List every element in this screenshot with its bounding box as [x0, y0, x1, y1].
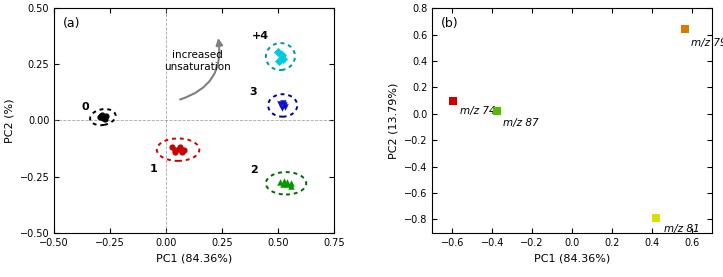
Point [275, 101, 286, 106]
Text: m/z 74: m/z 74 [460, 106, 496, 116]
Point [97, 113, 108, 117]
Point [680, 27, 691, 31]
Point [277, 57, 288, 61]
Point [275, 106, 287, 110]
Point [278, 102, 290, 107]
Point [273, 50, 284, 54]
Point [95, 113, 107, 118]
Text: increased
unsaturation: increased unsaturation [164, 50, 231, 72]
Y-axis label: PC2 (%): PC2 (%) [4, 98, 14, 143]
X-axis label: PC1 (84.36%): PC1 (84.36%) [534, 253, 610, 263]
Text: (a): (a) [63, 17, 80, 30]
Y-axis label: PC2 (13.79%): PC2 (13.79%) [388, 82, 398, 159]
Point [98, 116, 109, 120]
Text: m/z 87: m/z 87 [503, 118, 539, 128]
Text: +4: +4 [252, 31, 269, 41]
Point [651, 215, 662, 220]
Point [179, 147, 190, 152]
Point [176, 150, 188, 154]
Text: 1: 1 [150, 164, 158, 174]
Point [99, 117, 111, 122]
Point [169, 150, 181, 154]
Point [278, 179, 290, 183]
Point [275, 53, 287, 58]
Point [281, 180, 293, 184]
Text: m/z 81: m/z 81 [664, 224, 700, 234]
Point [97, 115, 108, 119]
Point [95, 115, 106, 119]
Point [273, 59, 285, 63]
Text: m/z 79: m/z 79 [691, 38, 723, 48]
Point [277, 182, 288, 187]
Point [285, 181, 296, 186]
Text: 3: 3 [249, 88, 257, 98]
Point [279, 105, 291, 109]
Point [492, 109, 503, 114]
Point [166, 145, 178, 150]
Point [175, 147, 187, 152]
Text: 2: 2 [249, 165, 257, 175]
Point [285, 183, 296, 188]
Text: 0: 0 [82, 102, 90, 112]
Point [100, 114, 111, 119]
Point [277, 100, 288, 105]
Point [448, 99, 459, 103]
Point [281, 182, 293, 187]
Point [275, 180, 286, 184]
Point [174, 145, 185, 150]
Text: (b): (b) [440, 17, 458, 30]
Point [169, 147, 181, 152]
Point [173, 146, 184, 151]
X-axis label: PC1 (84.36%): PC1 (84.36%) [156, 253, 232, 263]
